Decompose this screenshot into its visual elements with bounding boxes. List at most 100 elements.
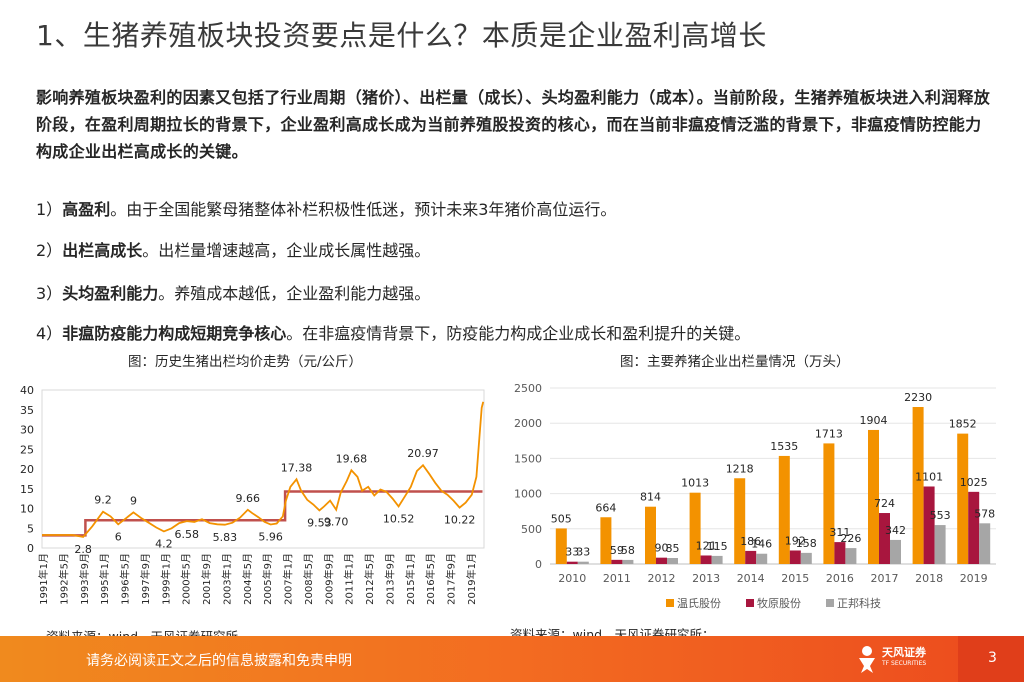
point-2: 2）出栏高成长。出栏量增速越高，企业成长属性越强。 [36,237,430,261]
data-label: 10.52 [383,512,415,525]
bar [912,407,924,564]
bar [600,517,612,564]
x-tick-label: 2019年1月 [465,553,478,605]
x-tick-label: 1995年1月 [98,553,111,605]
point-3-text: 。养殖成本越低，企业盈利能力越强。 [158,284,431,303]
bar-value-label: 311 [829,526,850,539]
bar [734,478,746,564]
bar-value-label: 90 [655,542,669,555]
legend-swatch [746,599,754,607]
x-tick-label: 2001年9月 [200,553,213,605]
data-label: 9.2 [94,494,112,507]
legend-label: 温氏股份 [677,597,721,610]
data-label: 9.66 [236,492,261,505]
point-3: 3）头均盈利能力。养殖成本越低，企业盈利能力越强。 [36,280,430,304]
page-number-box [958,636,1024,682]
bar [800,552,812,564]
bar-value-label: 1013 [681,477,709,490]
point-3-highlight: 头均盈利能力 [62,284,159,303]
point-1: 1）高盈利。由于全国能繁母猪整体补栏积极性低迷，预计未来3年猪价高位运行。 [36,196,616,220]
y-tick-label: 25 [20,443,34,456]
bar [577,561,589,564]
price-line-chart: 0 5 10 15 20 25 30 35 40 1991年1月 1992年5月 1993年9月 199… [20,384,485,605]
point-1-highlight: 高盈利 [62,200,111,219]
bar-value-label: 121 [696,539,717,552]
bar-value-label: 1218 [726,462,754,475]
bar-value-label: 342 [885,524,906,537]
bar [778,455,790,564]
left-chart-caption: 图：历史生猪出栏均价走势（元/公斤） [128,354,363,370]
bar-value-label: 1025 [960,476,988,489]
bar-value-label: 59 [610,544,624,557]
bar [566,561,578,564]
bar [823,443,835,564]
disclaimer-note[interactable]: 请务必阅读正文之后的信息披露和免责申明 [86,653,352,669]
x-tick-label: 1993年9月 [78,553,91,605]
bar-value-label: 115 [707,540,728,553]
bar [711,555,723,564]
bar-value-label: 578 [974,507,995,520]
x-tick-label: 2005年9月 [261,553,274,605]
x-tick-label: 2009年9月 [322,553,335,605]
data-label: 2.8 [74,543,92,556]
data-label: 5.96 [258,530,283,543]
bar-value-label: 33 [565,546,579,559]
bar [555,528,567,564]
x-tick-label: 2013 [692,572,720,585]
x-tick-label: 1997年9月 [139,553,152,605]
data-label: 5.83 [213,531,238,544]
x-tick-label: 1999年1月 [159,553,172,605]
data-label: 4.2 [155,537,173,550]
y-tick-label: 2000 [514,417,542,430]
data-label: 10.22 [444,514,476,527]
point-2-num: 2） [36,241,63,260]
logo-subtext: TF SECURITIES [882,660,927,667]
intro-paragraph: 影响养殖板块盈利的因素又包括了行业周期（猪价）、出栏量（成长）、头均盈利能力（成… [36,88,991,161]
x-tick-label: 1996年5月 [119,553,132,605]
bar-value-label: 1904 [860,414,888,427]
bar-value-label: 33 [576,546,590,559]
x-tick-label: 1991年1月 [37,553,50,605]
data-label: 19.68 [336,452,368,465]
page-title: 1、生猪养殖板块投资要点是什么？本质是企业盈利高增长 [36,19,767,52]
point-4-text: 。在非瘟疫情背景下，防疫能力构成企业成长和盈利提升的关键。 [286,324,751,343]
x-tick-label: 2013年9月 [383,553,396,605]
bar-value-label: 1535 [770,440,798,453]
y-tick-label: 5 [27,522,34,535]
x-tick-label: 2000年5月 [180,553,193,605]
bar-value-label: 1713 [815,427,843,440]
x-tick-label: 2007年1月 [282,553,295,605]
bar [645,506,656,564]
data-label: 17.38 [281,461,313,474]
y-tick-label: 20 [20,463,34,476]
bar-value-label: 724 [874,497,895,510]
x-tick-label: 2019 [960,572,988,585]
y-tick-label: 35 [20,404,34,417]
bar-value-label: 505 [551,512,572,525]
point-4: 4）非瘟防疫能力构成短期竞争核心。在非瘟疫情背景下，防疫能力构成企业成长和盈利提… [36,320,750,344]
x-tick-label: 2016 [826,572,854,585]
bar [689,492,701,564]
legend-label: 牧原股份 [757,596,801,610]
bar [834,542,846,564]
x-tick-label: 2014 [737,572,765,585]
bar-value-label: 1852 [949,418,977,431]
bar [923,486,935,564]
y-tick-label: 500 [521,523,542,536]
bar-value-label: 58 [621,544,635,557]
point-4-highlight: 非瘟防疫能力构成短期竞争核心 [62,324,287,343]
bar-value-label: 553 [930,509,951,522]
x-tick-label: 2011 [603,572,631,585]
x-tick-label: 2017年9月 [445,553,458,605]
bar-value-label: 146 [751,538,772,551]
bar-value-label: 814 [640,491,661,504]
tf-securities-logo: 天风证券 TF SECURITIES [856,642,934,676]
page-number: 3 [988,650,997,666]
logo-icon [859,646,875,673]
x-tick-label: 2012 [648,572,676,585]
bar [845,548,857,564]
bar [968,491,980,564]
bar [868,429,879,564]
plot-frame [41,389,485,549]
legend-swatch [666,599,674,607]
